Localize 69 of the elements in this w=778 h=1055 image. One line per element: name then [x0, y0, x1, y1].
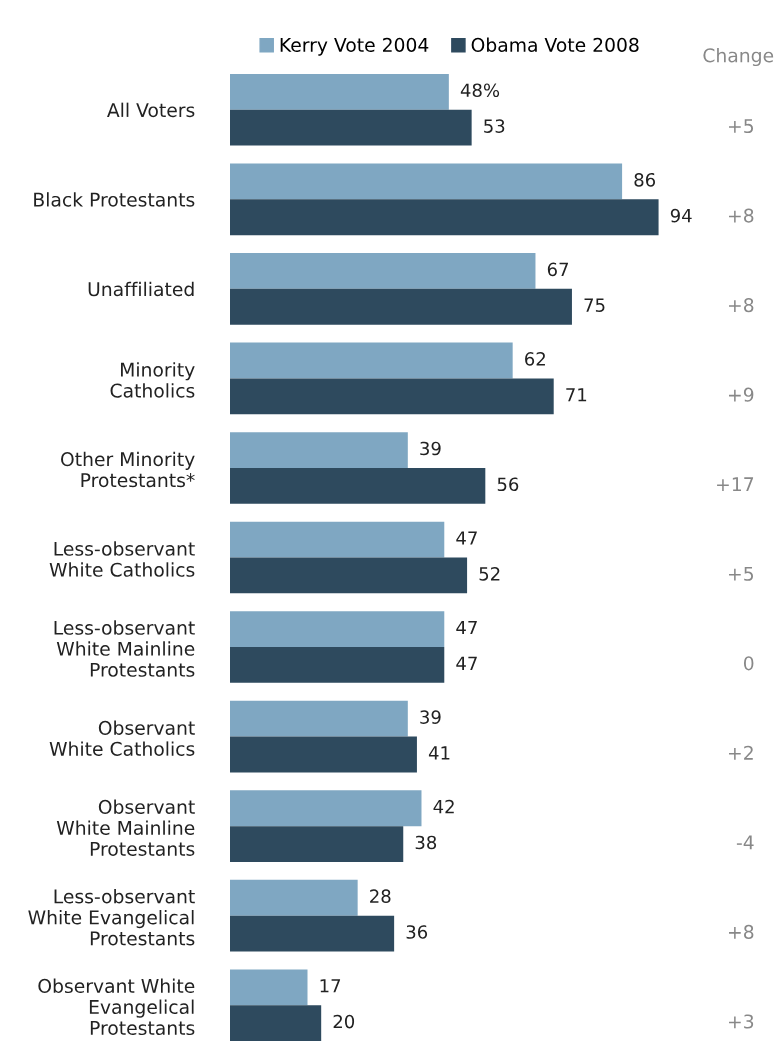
y-tick-label: Other Minority Protestants*: [61, 451, 195, 488]
data-label: 67: [547, 262, 569, 277]
data-label: 47: [456, 531, 477, 545]
bar: [230, 557, 468, 594]
bar: [230, 253, 536, 289]
y-tick-label: Less-observant White Catholics: [49, 541, 195, 577]
data-label: 47: [456, 620, 477, 635]
text: +9: [729, 387, 754, 402]
data-label: 56: [497, 477, 519, 492]
bar: [230, 790, 422, 827]
bar: [230, 700, 408, 737]
data-label: 53: [484, 119, 505, 133]
data-label: 39: [420, 710, 441, 724]
data-label: 86: [634, 172, 656, 187]
bar: [230, 288, 572, 325]
data-label: 42: [433, 799, 454, 814]
legend-label: Obama Vote 2008: [471, 37, 639, 52]
bar: [230, 109, 472, 146]
data-label: 71: [566, 388, 587, 402]
text: +5: [729, 566, 754, 581]
text: Change: [703, 47, 774, 67]
bar: [230, 342, 513, 379]
bar: [230, 879, 358, 916]
text: +8: [729, 924, 754, 940]
legend-label: Kerry Vote 2004: [280, 37, 429, 56]
bar: [230, 432, 408, 468]
data-label: 62: [525, 352, 545, 366]
y-tick-label: Less-observant White Evangelical Protestants: [28, 888, 195, 946]
y-tick-label: Less-observant White Mainline Protestants: [54, 620, 195, 677]
data-label: 47: [456, 656, 477, 670]
bar: [230, 647, 445, 683]
text: 0: [743, 656, 754, 671]
bar: [230, 73, 449, 110]
bar: [230, 826, 404, 862]
bar: [230, 163, 623, 200]
y-tick-label: Black Protestants: [34, 192, 195, 207]
bar: [230, 467, 486, 504]
y-tick-label: Unaffiliated: [88, 281, 194, 297]
data-label: 20: [333, 1014, 355, 1029]
text: +5: [729, 119, 754, 134]
bar: [230, 521, 445, 558]
text: +17: [717, 477, 754, 492]
data-label: 48%: [460, 83, 500, 98]
bar: [230, 378, 554, 415]
text: -4: [736, 835, 754, 850]
text: +3: [729, 1014, 754, 1029]
text: +8: [729, 298, 754, 313]
bar: [230, 736, 417, 773]
bar: [230, 969, 308, 1006]
text: +2: [729, 745, 753, 760]
data-label: 39: [420, 441, 441, 456]
text: +8: [729, 208, 754, 223]
data-label: 94: [670, 208, 692, 223]
y-tick-label: Observant White Catholics: [49, 720, 195, 756]
bar: [230, 1005, 322, 1042]
data-label: 28: [370, 889, 391, 904]
data-label: 52: [479, 566, 500, 581]
bar: [230, 915, 395, 952]
data-label: 36: [406, 925, 428, 939]
y-tick-label: Minority Catholics: [110, 362, 195, 398]
data-label: 75: [584, 298, 605, 313]
bar: [230, 199, 659, 236]
data-label: 38: [415, 835, 437, 850]
y-tick-label: All Voters: [107, 102, 195, 118]
y-tick-label: Observant White Mainline Protestants: [56, 799, 195, 856]
bar: [230, 611, 445, 648]
data-label: 41: [428, 746, 450, 760]
y-tick-label: Observant White Evangelical Protestants: [38, 978, 195, 1036]
data-label: 17: [320, 979, 341, 993]
